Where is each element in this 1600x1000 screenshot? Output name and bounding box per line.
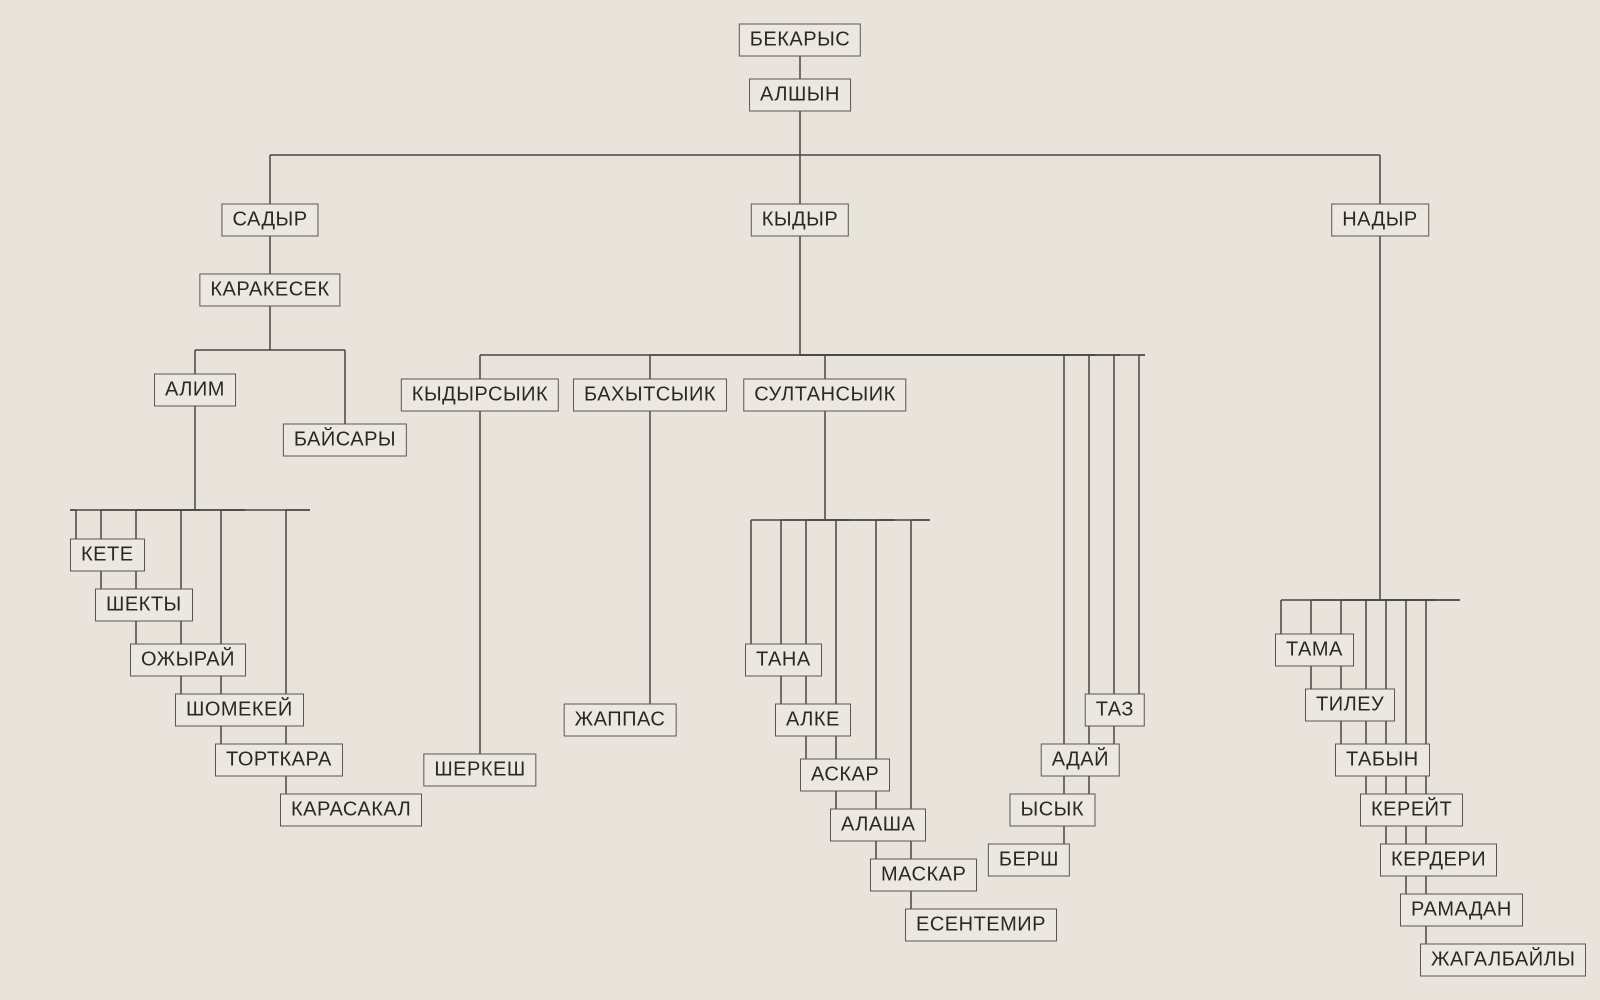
node-sultansyik: СУЛТАНСЫИК	[743, 379, 906, 412]
node-nadyr: НАДЫР	[1331, 204, 1429, 237]
node-kete: КЕТЕ	[70, 539, 145, 572]
node-ozhyrai: ОЖЫРАЙ	[130, 644, 246, 677]
node-tileu: ТИЛЕУ	[1305, 689, 1395, 722]
node-kydyrsyik: КЫДЫРСЫИК	[401, 379, 559, 412]
node-kereit: КЕРЕЙТ	[1360, 794, 1463, 827]
node-ysyk: ЫСЫК	[1009, 794, 1095, 827]
node-alasha: АЛАША	[830, 809, 926, 842]
node-baisary: БАЙСАРЫ	[283, 424, 407, 457]
node-askar: АСКАР	[800, 759, 890, 792]
node-bahytsyik: БАХЫТСЫИК	[573, 379, 727, 412]
node-bekarys: БЕКАРЫС	[739, 24, 861, 57]
node-shomekey: ШОМЕКЕЙ	[175, 694, 304, 727]
node-karasakal: КАРАСАКАЛ	[280, 794, 422, 827]
node-tama: ТАМА	[1275, 634, 1354, 667]
node-tabyn: ТАБЫН	[1335, 744, 1430, 777]
node-karakesek: КАРАКЕСЕК	[199, 274, 340, 307]
node-kydyr: КЫДЫР	[751, 204, 849, 237]
node-taz: ТАЗ	[1085, 694, 1145, 727]
node-sherkesh: ШЕРКЕШ	[423, 754, 536, 787]
node-tana: ТАНА	[745, 644, 822, 677]
node-aday: АДАЙ	[1041, 744, 1120, 777]
node-zhappas: ЖАППАС	[564, 704, 677, 737]
node-alim: АЛИМ	[154, 374, 236, 407]
node-kerderi: КЕРДЕРИ	[1380, 844, 1497, 877]
node-bersh: БЕРШ	[988, 844, 1070, 877]
node-maskar: МАСКАР	[870, 859, 977, 892]
node-alshyn: АЛШЫН	[749, 79, 851, 112]
node-tortkara: ТОРТКАРА	[215, 744, 343, 777]
node-ramadan: РАМАДАН	[1400, 894, 1523, 927]
node-zhagalbaily: ЖАГАЛБАЙЛЫ	[1420, 944, 1586, 977]
edges-layer	[0, 0, 1600, 1000]
node-shekty: ШЕКТЫ	[95, 589, 193, 622]
node-sadyr: САДЫР	[221, 204, 318, 237]
node-esentemir: ЕСЕНТЕМИР	[905, 909, 1057, 942]
tree-canvas: БЕКАРЫС АЛШЫН САДЫР КЫДЫР НАДЫР КАРАКЕСЕК АЛИМ…	[0, 0, 1600, 1000]
node-alke: АЛКЕ	[775, 704, 851, 737]
